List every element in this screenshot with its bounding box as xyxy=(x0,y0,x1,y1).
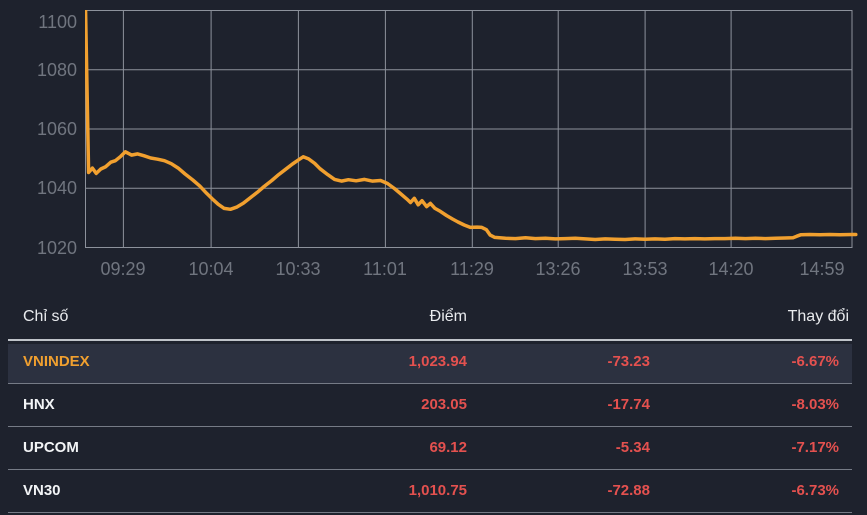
index-points: 1,023.94 xyxy=(408,353,467,370)
index-change-pct: -7.17% xyxy=(791,439,839,456)
index-points: 69.12 xyxy=(429,439,467,456)
price-line xyxy=(85,10,858,242)
index-change: -5.34 xyxy=(615,439,650,456)
x-axis-label: 10:33 xyxy=(275,259,321,279)
y-axis-label: 1040 xyxy=(36,178,77,198)
y-axis-label: 1080 xyxy=(36,60,77,80)
y-axis-label: 1060 xyxy=(36,119,77,139)
index-name: UPCOM xyxy=(23,439,79,456)
x-axis-label: 13:53 xyxy=(622,259,668,279)
index-name: VN30 xyxy=(23,482,61,499)
x-axis-label: 14:20 xyxy=(708,259,754,279)
index-points: 203.05 xyxy=(421,396,467,413)
index-change: -17.74 xyxy=(607,396,650,413)
index-row-vnindex[interactable]: VNINDEX 1,023.94 -73.23 -6.67% xyxy=(8,341,852,384)
x-axis-label: 11:29 xyxy=(450,259,494,279)
index-row-vn30[interactable]: VN30 1,010.75 -72.88 -6.73% xyxy=(8,470,852,513)
x-axis-label: 09:29 xyxy=(100,259,146,279)
vnindex-intraday-chart[interactable]: 1100 1080 1060 1040 1020 09:29 10:04 10:33 11:01… xyxy=(0,0,867,285)
index-change: -73.23 xyxy=(607,353,650,370)
index-change: -72.88 xyxy=(607,482,650,499)
index-row-hnx[interactable]: HNX 203.05 -17.74 -8.03% xyxy=(8,384,852,427)
index-change-pct: -6.67% xyxy=(791,353,839,370)
index-points: 1,010.75 xyxy=(408,482,467,499)
chart-gridlines xyxy=(85,10,853,248)
col-header-change: Thay đổi xyxy=(787,308,849,325)
chart-canvas[interactable] xyxy=(85,10,867,248)
index-row-upcom[interactable]: UPCOM 69.12 -5.34 -7.17% xyxy=(8,427,852,470)
col-header-index: Chỉ số xyxy=(23,308,69,325)
index-change-pct: -8.03% xyxy=(791,396,839,413)
plot-border xyxy=(85,10,853,248)
x-axis-label: 14:59 xyxy=(799,259,845,279)
y-axis-label: 1020 xyxy=(36,238,77,258)
index-table-header: Chỉ số Điểm Thay đổi xyxy=(8,295,852,341)
x-axis-label: 13:26 xyxy=(535,259,581,279)
col-header-points: Điểm xyxy=(429,308,467,325)
index-name: VNINDEX xyxy=(23,353,90,370)
x-axis-label: 11:01 xyxy=(363,259,407,279)
y-axis-label: 1100 xyxy=(38,12,77,32)
index-change-pct: -6.73% xyxy=(791,482,839,499)
index-table: Chỉ số Điểm Thay đổi VNINDEX 1,023.94 -7… xyxy=(8,295,852,513)
x-axis-label: 10:04 xyxy=(188,259,234,279)
index-name: HNX xyxy=(23,396,55,413)
